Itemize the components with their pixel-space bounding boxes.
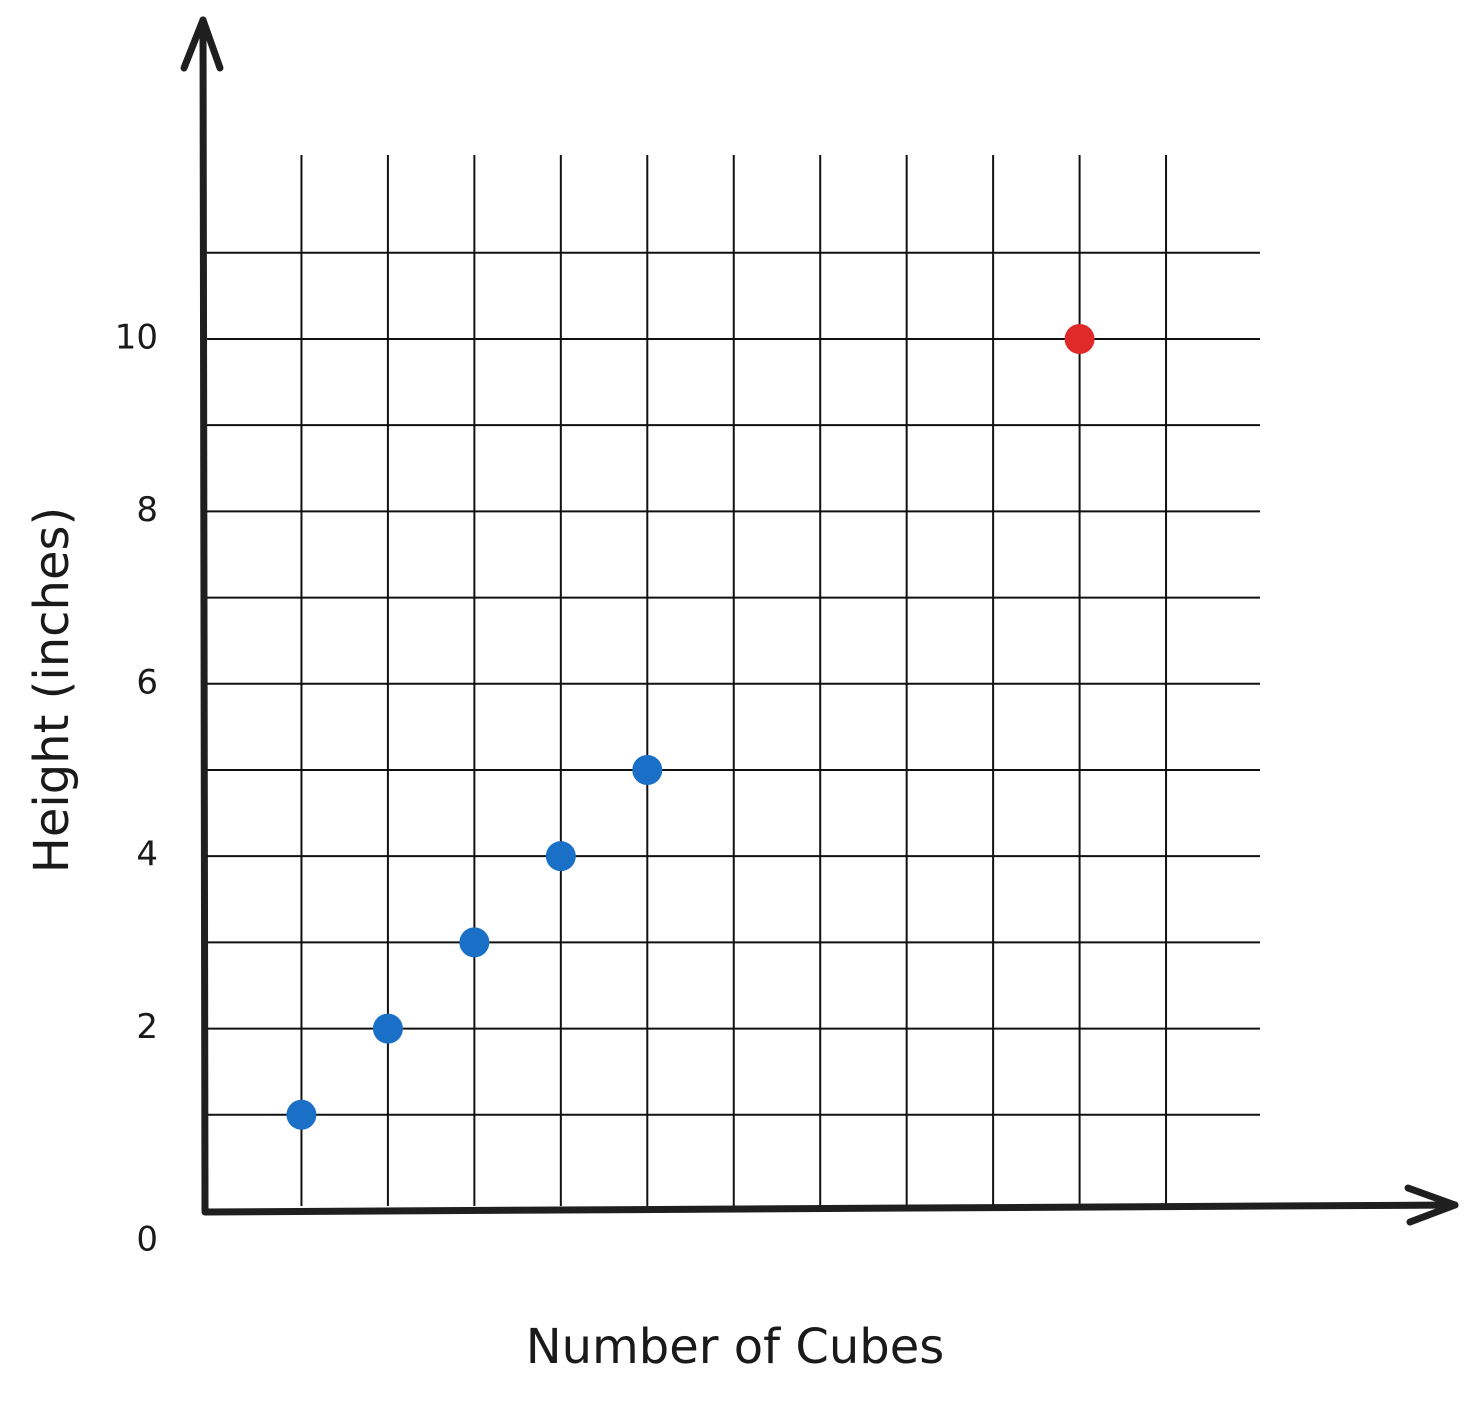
y-axis-arrow — [180, 16, 224, 72]
x-axis — [201, 1201, 1459, 1216]
data-point — [372, 1013, 403, 1044]
y-tick-label: 10 — [115, 317, 158, 357]
y-tick-label: 6 — [136, 662, 158, 702]
x-axis-arrow — [1404, 1184, 1459, 1226]
x-axis-title: Number of Cubes — [526, 1319, 945, 1375]
y-tick-label: 0 — [136, 1220, 158, 1260]
data-point — [286, 1099, 317, 1130]
data-point — [459, 927, 490, 958]
y-tick-label: 2 — [136, 1007, 158, 1047]
data-point — [545, 841, 576, 872]
data-point — [632, 754, 663, 785]
y-tick-label: 8 — [136, 490, 158, 530]
y-axis-title: Height (inches) — [24, 507, 80, 874]
grid — [205, 155, 1260, 1206]
y-axis — [199, 16, 209, 1214]
data-point — [1064, 323, 1095, 354]
y-tick-label: 4 — [136, 835, 158, 875]
